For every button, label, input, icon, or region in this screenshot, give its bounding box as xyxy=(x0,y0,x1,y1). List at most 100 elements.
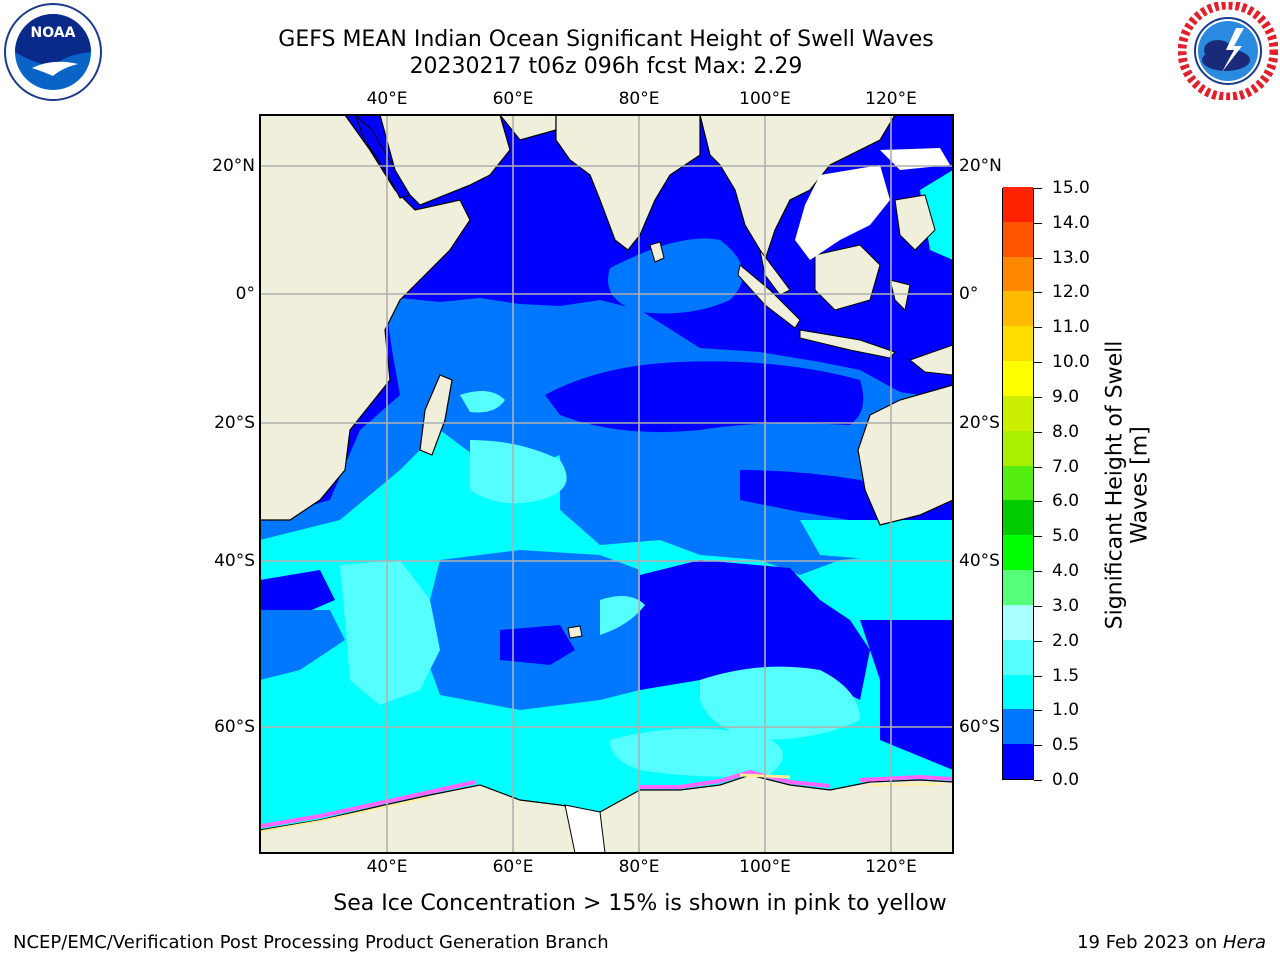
colorbar-segment xyxy=(1003,325,1033,362)
colorbar-segment xyxy=(1003,569,1033,605)
lat-label-left: 20°N xyxy=(212,156,255,176)
lon-label-bottom: 40°E xyxy=(366,857,408,877)
swell-patch-antarctic xyxy=(610,728,783,777)
colorbar-tick-label: 0.5 xyxy=(1052,735,1080,756)
swell-band-low-far-east xyxy=(860,620,953,770)
colorbar-tick-mark xyxy=(1034,710,1042,712)
colorbar-segment xyxy=(1003,743,1033,779)
swell-band-west xyxy=(390,310,640,350)
red-sea xyxy=(354,115,411,199)
colorbar-tick-label: 8.0 xyxy=(1052,421,1080,442)
swell-band-low-southwest xyxy=(260,570,335,615)
colorbar-tick-label: 7.0 xyxy=(1052,456,1080,477)
colorbar-tick-mark xyxy=(1034,745,1042,747)
sea-ice-fringe-west-inner xyxy=(261,796,431,832)
colorbar-tick-mark xyxy=(1034,396,1042,398)
colorbar-tick-mark xyxy=(1034,257,1042,259)
lat-label-right: 20°N xyxy=(959,156,1002,176)
colorbar-tick-mark xyxy=(1034,501,1042,503)
lon-label-bottom: 80°E xyxy=(618,857,660,877)
lon-label-bottom: 120°E xyxy=(865,857,917,877)
colorbar-tick-label: 14.0 xyxy=(1052,212,1090,233)
land-persia xyxy=(450,115,557,141)
land-southeast-asia xyxy=(699,115,896,262)
land-kerguelen xyxy=(567,625,583,639)
colorbar-tick-mark xyxy=(1034,292,1042,294)
land-malay xyxy=(759,249,791,296)
footer-date-text: 19 Feb 2023 on xyxy=(1077,932,1223,953)
colorbar-tick-mark xyxy=(1034,536,1042,538)
colorbar-tick-label: 0.0 xyxy=(1052,770,1080,790)
swell-band-mid-southwest xyxy=(260,610,345,680)
sea-ice-fringe-east-inner xyxy=(869,783,941,786)
colorbar-segment xyxy=(1003,430,1033,466)
lon-label-top: 60°E xyxy=(492,89,534,109)
colorbar-segment xyxy=(1003,186,1033,222)
lon-label-top: 80°E xyxy=(618,89,660,109)
map-gridlines xyxy=(260,115,953,853)
ice-shelf-amery xyxy=(564,804,606,853)
land-sri-lanka xyxy=(649,241,665,263)
lat-label-left: 40°S xyxy=(214,551,255,571)
land-timor xyxy=(908,344,953,376)
colorbar-tick-mark xyxy=(1034,605,1042,607)
colorbar-segment xyxy=(1003,290,1033,327)
sea-ice-fringe-west xyxy=(261,780,476,828)
swell-band-low-central xyxy=(545,361,864,433)
colorbar-segment xyxy=(1003,674,1033,710)
colorbar-segment xyxy=(1003,360,1033,396)
swell-patch-north xyxy=(470,440,567,504)
lat-label-right: 40°S xyxy=(959,551,1000,571)
lat-label-left: 20°S xyxy=(214,413,255,433)
colorbar-tick-mark xyxy=(1034,780,1042,781)
lat-label-right: 20°S xyxy=(959,413,1000,433)
colorbar xyxy=(1002,186,1034,780)
lon-label-bottom: 60°E xyxy=(492,857,534,877)
colorbar-tick-mark xyxy=(1034,431,1042,433)
swell-band-low-southeast xyxy=(640,560,870,700)
land-madagascar xyxy=(419,374,453,456)
swell-band-low-island xyxy=(500,625,575,665)
colorbar-tick-mark xyxy=(1034,640,1042,642)
land-africa xyxy=(260,115,471,521)
colorbar-tick-label: 12.0 xyxy=(1052,282,1090,303)
land-arabia xyxy=(379,115,511,206)
nws-logo xyxy=(1178,2,1278,100)
land-borneo xyxy=(814,244,881,311)
map-frame xyxy=(259,114,954,854)
colorbar-tick-label: 1.0 xyxy=(1052,700,1080,721)
land-antarctica xyxy=(260,774,953,853)
colorbar-tick-label: 15.0 xyxy=(1052,178,1090,198)
colorbar-segment xyxy=(1003,708,1033,745)
colorbar-tick-label: 6.0 xyxy=(1052,491,1080,512)
sea-ice-note: Sea Ice Concentration > 15% is shown in … xyxy=(333,891,947,916)
colorbar-tick-label: 3.0 xyxy=(1052,595,1080,616)
colorbar-tick-mark xyxy=(1034,327,1042,329)
swell-patch-west xyxy=(340,560,440,705)
swell-band-east-south xyxy=(800,520,953,565)
land-india xyxy=(555,115,701,251)
colorbar-tick-label: 9.0 xyxy=(1052,386,1080,407)
swell-patch-pacific xyxy=(920,170,953,260)
no-data-south-china-sea xyxy=(795,165,890,260)
lon-label-top: 40°E xyxy=(366,89,408,109)
land-java xyxy=(799,329,896,359)
colorbar-segment xyxy=(1003,534,1033,571)
colorbar-segment xyxy=(1003,256,1033,292)
sea-ice-fringe-central xyxy=(640,769,831,789)
swell-patch-south xyxy=(700,666,860,740)
colorbar-tick-mark xyxy=(1034,466,1042,468)
chart-subtitle: 20230217 t06z 096h fcst Max: 2.29 xyxy=(409,54,803,79)
colorbar-segment xyxy=(1003,221,1033,257)
footer-machine: Hera xyxy=(1222,932,1266,953)
lon-label-top: 100°E xyxy=(739,89,791,109)
land-sumatra xyxy=(737,264,801,329)
lat-label-left: 60°S xyxy=(214,717,255,737)
lon-label-top: 120°E xyxy=(865,89,917,109)
colorbar-tick-label: 2.0 xyxy=(1052,630,1080,651)
colorbar-tick-label: 5.0 xyxy=(1052,526,1080,547)
colorbar-tick-mark xyxy=(1034,571,1042,573)
colorbar-tick-mark xyxy=(1034,188,1042,189)
colorbar-tick-mark xyxy=(1034,675,1042,677)
